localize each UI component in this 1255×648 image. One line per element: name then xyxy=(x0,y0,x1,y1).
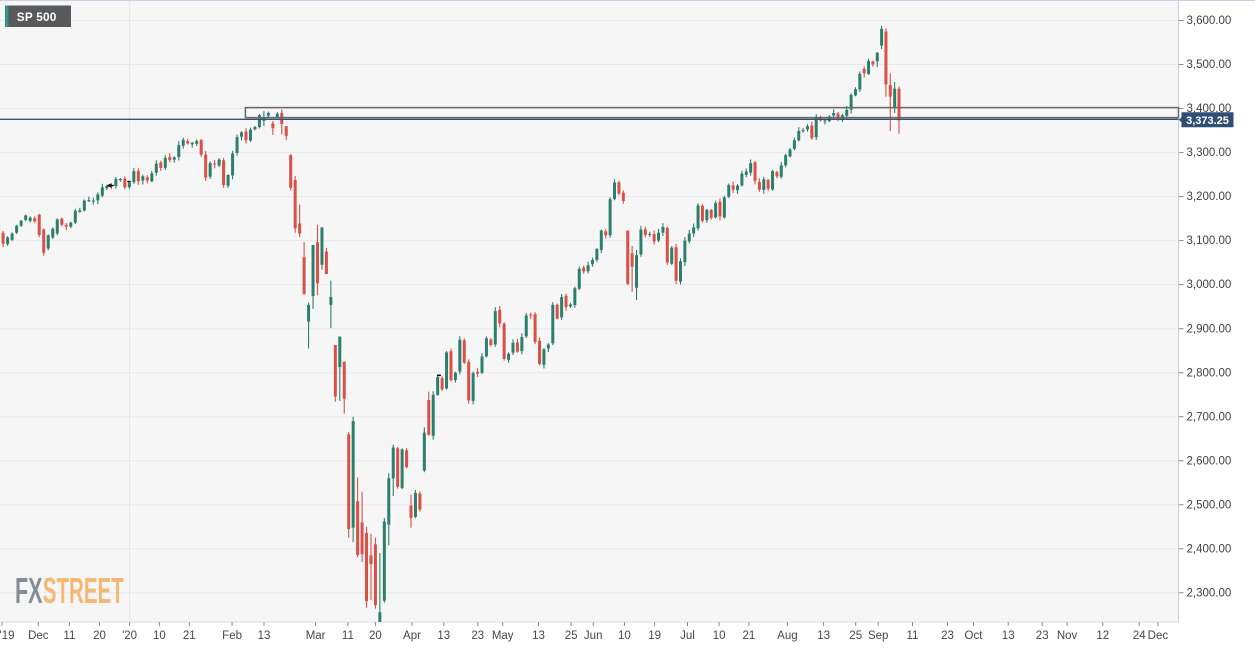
svg-text:20: 20 xyxy=(369,630,382,642)
svg-text:FX: FX xyxy=(15,570,43,611)
svg-text:Aug: Aug xyxy=(777,630,797,642)
svg-text:11: 11 xyxy=(63,630,75,642)
svg-text:21: 21 xyxy=(183,630,196,642)
svg-text:STREET: STREET xyxy=(43,570,124,611)
svg-text:11: 11 xyxy=(907,630,919,642)
svg-text:2,700.00: 2,700.00 xyxy=(1187,411,1232,423)
svg-text:Dec: Dec xyxy=(1148,630,1169,642)
svg-text:3,373.25: 3,373.25 xyxy=(1186,115,1229,127)
svg-text:3,400.00: 3,400.00 xyxy=(1187,103,1232,115)
svg-text:May: May xyxy=(492,630,514,642)
svg-text:SP 500: SP 500 xyxy=(17,10,57,24)
svg-text:10: 10 xyxy=(713,630,726,642)
svg-text:10: 10 xyxy=(618,630,631,642)
svg-text:2,600.00: 2,600.00 xyxy=(1187,455,1232,467)
svg-text:2,500.00: 2,500.00 xyxy=(1187,499,1232,511)
svg-text:12: 12 xyxy=(1096,630,1109,642)
svg-text:2,400.00: 2,400.00 xyxy=(1187,543,1232,555)
svg-text:10: 10 xyxy=(153,630,166,642)
svg-text:24: 24 xyxy=(1133,630,1146,642)
svg-text:Dec: Dec xyxy=(28,630,49,642)
svg-text:'19: '19 xyxy=(0,630,15,642)
svg-text:13: 13 xyxy=(437,630,450,642)
svg-text:3,500.00: 3,500.00 xyxy=(1187,59,1232,71)
svg-text:Apr: Apr xyxy=(403,630,421,642)
svg-text:3,600.00: 3,600.00 xyxy=(1187,15,1232,27)
svg-text:13: 13 xyxy=(1002,630,1015,642)
svg-text:Jun: Jun xyxy=(584,630,603,642)
svg-text:25: 25 xyxy=(565,630,578,642)
svg-text:Nov: Nov xyxy=(1057,630,1078,642)
svg-text:3,200.00: 3,200.00 xyxy=(1187,191,1232,203)
svg-text:25: 25 xyxy=(849,630,862,642)
svg-text:13: 13 xyxy=(532,630,545,642)
svg-text:3,300.00: 3,300.00 xyxy=(1187,147,1232,159)
svg-text:2,800.00: 2,800.00 xyxy=(1187,367,1232,379)
svg-text:3,000.00: 3,000.00 xyxy=(1187,279,1232,291)
svg-text:Feb: Feb xyxy=(222,630,242,642)
svg-text:Oct: Oct xyxy=(965,630,984,642)
svg-text:21: 21 xyxy=(743,630,756,642)
svg-text:2,900.00: 2,900.00 xyxy=(1187,323,1232,335)
svg-text:Jul: Jul xyxy=(680,630,695,642)
svg-text:3,100.00: 3,100.00 xyxy=(1187,235,1232,247)
svg-text:13: 13 xyxy=(817,630,830,642)
svg-text:11: 11 xyxy=(342,630,354,642)
svg-text:20: 20 xyxy=(93,630,106,642)
svg-text:Sep: Sep xyxy=(868,630,888,642)
svg-text:19: 19 xyxy=(648,630,661,642)
svg-text:2,300.00: 2,300.00 xyxy=(1187,587,1232,599)
svg-text:13: 13 xyxy=(258,630,271,642)
svg-text:23: 23 xyxy=(941,630,954,642)
svg-text:23: 23 xyxy=(1036,630,1049,642)
svg-text:'20: '20 xyxy=(122,630,137,642)
svg-text:Mar: Mar xyxy=(306,630,326,642)
svg-text:23: 23 xyxy=(471,630,484,642)
